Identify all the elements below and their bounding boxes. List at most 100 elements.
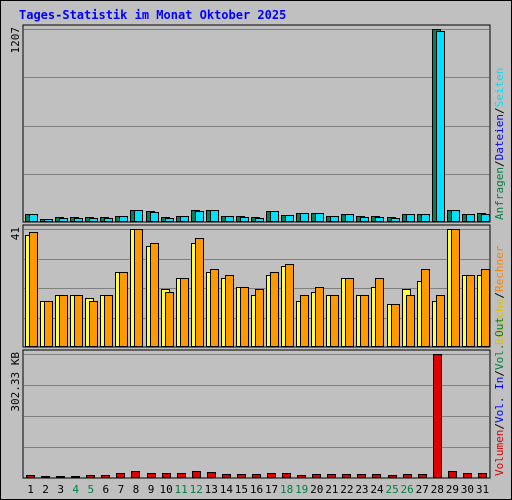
bar-volumen-day-20 <box>312 474 321 478</box>
bar-volumen-day-16 <box>252 474 261 478</box>
bar-volumen-day-4 <box>71 476 80 478</box>
x-tick-label: 30 <box>461 483 474 496</box>
bar-dateien-day-19 <box>300 213 309 222</box>
bar-rechner-day-22 <box>345 278 354 347</box>
bar-rechner-day-12 <box>195 238 204 347</box>
bar-volumen-day-24 <box>372 474 381 478</box>
legend-entry: / <box>493 292 506 299</box>
x-tick-label: 5 <box>87 483 94 496</box>
bar-rechner-day-31 <box>481 269 490 347</box>
x-tick-label: 14 <box>220 483 234 496</box>
bar-volumen-day-14 <box>222 474 231 478</box>
bar-volumen-day-25 <box>388 475 397 478</box>
bar-dateien-day-31 <box>481 214 490 222</box>
bar-volumen-day-22 <box>342 474 351 478</box>
bar-rechner-day-16 <box>255 289 264 347</box>
bar-rechner-day-27 <box>421 269 430 347</box>
x-tick-label: 11 <box>175 483 188 496</box>
x-tick-label: 9 <box>148 483 155 496</box>
bar-rechner-day-23 <box>360 295 369 347</box>
bar-volumen-day-12 <box>192 471 201 478</box>
bar-rechner-day-2 <box>44 301 53 347</box>
x-tick-label: 7 <box>118 483 125 496</box>
x-tick-label: 20 <box>310 483 323 496</box>
bar-dateien-day-23 <box>360 217 369 222</box>
bar-rechner-day-15 <box>240 287 249 347</box>
bar-volumen-day-10 <box>162 473 171 478</box>
bar-rechner-day-3 <box>59 295 68 347</box>
bar-dateien-day-10 <box>165 218 174 222</box>
x-tick-label: 3 <box>57 483 64 496</box>
bar-dateien-day-8 <box>134 210 143 222</box>
bar-dateien-day-5 <box>89 218 98 222</box>
x-tick-label: 22 <box>340 483 353 496</box>
bar-volumen-day-15 <box>237 474 246 478</box>
bar-dateien-day-30 <box>466 214 475 222</box>
panel-bottom-background <box>22 349 491 479</box>
bar-volumen-day-6 <box>101 475 110 478</box>
x-tick-label: 24 <box>370 483 384 496</box>
bar-rechner-day-24 <box>375 278 384 347</box>
x-tick-label: 26 <box>401 483 414 496</box>
x-tick-label: 10 <box>159 483 172 496</box>
bar-rechner-day-18 <box>285 264 294 347</box>
bar-rechner-day-20 <box>315 287 324 347</box>
bar-rechner-day-6 <box>104 295 113 347</box>
legend-entry: Vol. Out <box>493 317 506 370</box>
bar-rechner-day-14 <box>225 275 234 347</box>
bar-rechner-day-5 <box>89 301 98 347</box>
x-tick-label: 28 <box>431 483 444 496</box>
bar-volumen-day-8 <box>131 471 140 478</box>
x-tick-label: 8 <box>133 483 140 496</box>
legend-entry: Anfragen <box>493 167 506 220</box>
bar-dateien-day-27 <box>421 214 430 222</box>
legend-entry: / <box>493 107 506 114</box>
legend-entry: Volumen <box>493 430 506 476</box>
series-legend: Besuche/Rechner <box>493 245 506 345</box>
x-tick-label: 1 <box>27 483 34 496</box>
bar-dateien-day-28 <box>436 31 445 222</box>
bar-dateien-day-1 <box>29 214 38 222</box>
x-tick-label: 31 <box>476 483 489 496</box>
legend-entry: / <box>493 160 506 167</box>
bar-dateien-day-17 <box>270 211 279 222</box>
x-tick-label: 12 <box>190 483 203 496</box>
bar-volumen-day-31 <box>478 473 487 478</box>
series-legend: Volumen/Vol. In/Vol. Out <box>493 317 506 476</box>
x-tick-label: 17 <box>265 483 278 496</box>
bar-rechner-day-28 <box>436 295 445 347</box>
bar-volumen-day-3 <box>56 476 65 478</box>
bar-rechner-day-10 <box>165 292 174 347</box>
x-tick-label: 2 <box>42 483 49 496</box>
x-tick-label: 19 <box>295 483 308 496</box>
chart-title: Tages-Statistik im Monat Oktober 2025 <box>19 8 287 22</box>
bar-dateien-day-16 <box>255 218 264 222</box>
bar-dateien-day-24 <box>375 217 384 222</box>
legend-entry: Besuche <box>493 299 506 345</box>
bar-volumen-day-7 <box>116 473 125 478</box>
x-tick-label: 4 <box>72 483 79 496</box>
bar-volumen-day-11 <box>177 473 186 478</box>
panel-middle: 41 Besuche/Rechner <box>9 224 506 348</box>
bar-dateien-day-13 <box>210 210 219 222</box>
bar-volumen-day-2 <box>41 476 50 478</box>
bar-volumen-day-5 <box>86 475 95 478</box>
bar-rechner-day-30 <box>466 275 475 347</box>
legend-entry: Dateien <box>493 114 506 160</box>
bar-rechner-day-7 <box>119 272 128 347</box>
bar-rechner-day-8 <box>134 229 143 347</box>
y-max-label: 41 <box>9 227 22 240</box>
bar-volumen-day-26 <box>403 474 412 478</box>
bar-dateien-day-4 <box>74 218 83 222</box>
bar-rechner-day-17 <box>270 272 279 347</box>
bar-dateien-day-15 <box>240 217 249 222</box>
bar-dateien-day-29 <box>451 210 460 222</box>
bar-rechner-day-21 <box>330 295 339 347</box>
bar-dateien-day-9 <box>150 212 159 222</box>
bar-rechner-day-19 <box>300 295 309 347</box>
panel-top-background <box>22 24 491 223</box>
bar-volumen-day-23 <box>357 474 366 478</box>
bar-dateien-day-2 <box>44 219 53 222</box>
legend-entry: Seiten <box>493 68 506 108</box>
